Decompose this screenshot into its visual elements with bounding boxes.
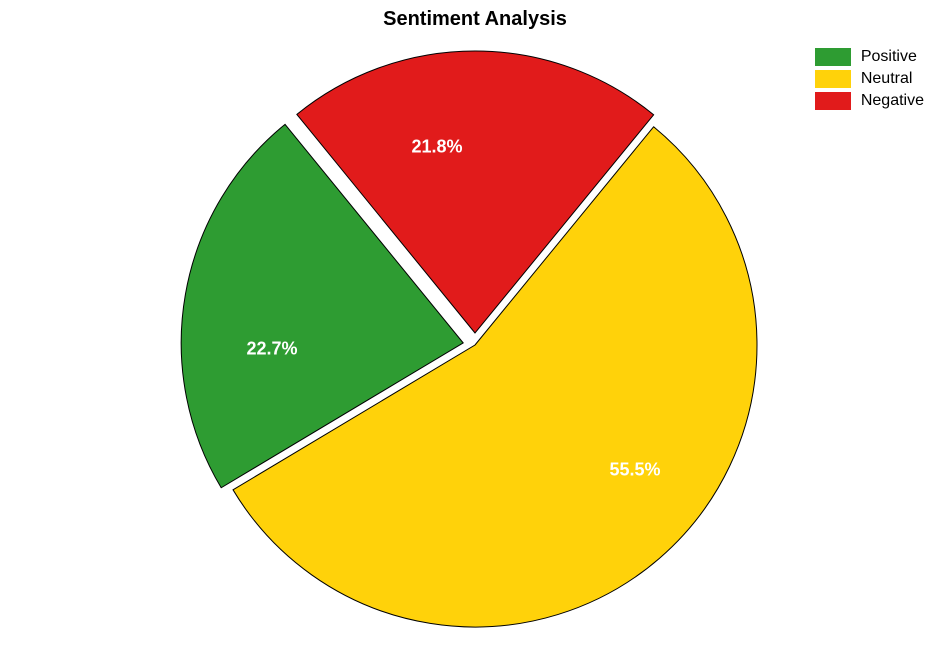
pie-chart-container: Sentiment Analysis 55.5% 22.7% 21.8% Pos… [0,0,950,662]
legend-swatch [815,70,851,88]
legend-label: Negative [861,92,924,110]
slice-label-negative: 21.8% [411,137,462,158]
legend-swatch [815,92,851,110]
legend-item-negative: Negative [815,92,924,110]
legend-swatch [815,48,851,66]
slice-label-neutral: 55.5% [609,460,660,481]
legend: Positive Neutral Negative [815,48,924,114]
legend-item-neutral: Neutral [815,70,924,88]
legend-label: Neutral [861,70,913,88]
legend-item-positive: Positive [815,48,924,66]
slice-label-positive: 22.7% [246,339,297,360]
legend-label: Positive [861,48,917,66]
pie-chart-svg [0,0,950,662]
